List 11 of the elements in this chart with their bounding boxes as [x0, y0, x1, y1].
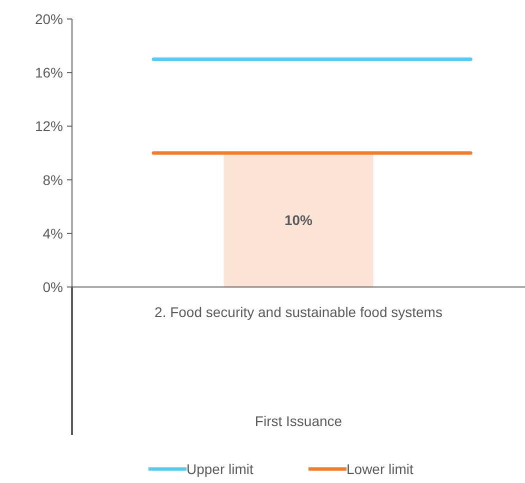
legend-label: Upper limit [186, 461, 254, 477]
y-tick-label: 20% [34, 11, 63, 27]
y-tick-label: 8% [42, 172, 63, 188]
y-tick-label: 16% [34, 64, 63, 81]
y-tick-label: 0% [42, 279, 63, 295]
y-tick-label: 12% [34, 118, 63, 134]
text: First Issuance [254, 413, 342, 429]
y-tick-label: 4% [42, 225, 63, 242]
x-tick-label: 2. Food security and sustainable food systems [154, 304, 442, 320]
data-label: 10% [284, 212, 314, 228]
legend-label: Lower limit [346, 461, 414, 477]
